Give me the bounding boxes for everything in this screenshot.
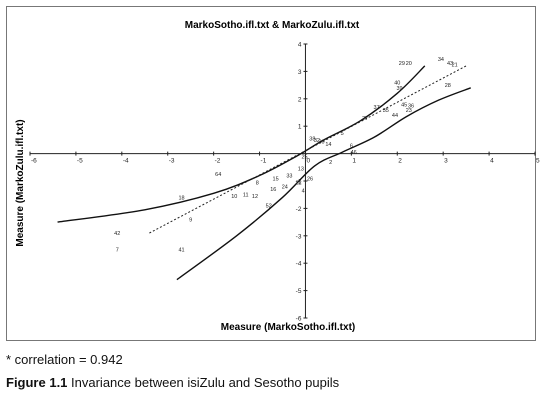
- y-tick-label: -2: [296, 206, 302, 213]
- y-tick-label: -5: [296, 288, 302, 295]
- trend-line: [149, 65, 467, 234]
- data-point: 32: [314, 138, 320, 144]
- y-tick-label: 2: [298, 96, 302, 103]
- data-point: 43: [447, 61, 453, 67]
- data-point: 21: [452, 63, 458, 69]
- data-point: 41: [178, 248, 184, 254]
- y-tick-label: -3: [296, 233, 302, 240]
- x-tick-label: -3: [169, 158, 175, 165]
- data-point: 36: [408, 104, 414, 110]
- data-point: 16: [270, 187, 276, 193]
- data-point: 46: [351, 150, 357, 156]
- data-point: 37: [374, 105, 380, 111]
- data-point: 64: [215, 172, 221, 178]
- y-tick-label: -4: [296, 261, 302, 268]
- data-point: 38: [309, 137, 315, 143]
- correlation-caption: * correlation = 0.942: [6, 352, 123, 367]
- data-point: 4: [302, 189, 305, 195]
- figure-caption: Figure 1.1 Invariance between isiZulu an…: [6, 375, 339, 390]
- y-tick-label: 1: [298, 124, 302, 131]
- data-point: 24: [282, 184, 288, 190]
- x-tick-label: -4: [123, 158, 129, 165]
- data-point: 8: [256, 180, 259, 186]
- data-point: 15: [273, 176, 279, 182]
- x-tick-label: 0: [306, 158, 310, 165]
- data-point: 7: [116, 248, 119, 254]
- data-point: 26: [307, 176, 313, 182]
- y-tick-label: 4: [298, 42, 302, 49]
- x-tick-label: 3: [444, 158, 448, 165]
- data-point: 13: [298, 167, 304, 173]
- data-point: 10: [231, 194, 237, 200]
- y-tick-label: 3: [298, 69, 302, 76]
- x-tick-label: 4: [490, 158, 494, 165]
- y-axis-label: Measure (MarkoZulu.ifl.txt): [15, 119, 26, 246]
- data-point: 25: [301, 154, 307, 160]
- x-tick-label: -1: [261, 158, 267, 165]
- data-point: 40: [394, 80, 400, 86]
- figure-caption-text: Invariance between isiZulu and Sesotho p…: [67, 375, 340, 390]
- data-point: 11: [243, 193, 249, 199]
- data-point: 45: [401, 102, 407, 108]
- data-point: 5: [341, 131, 344, 137]
- data-point: 12: [252, 194, 258, 200]
- x-tick-label: 5: [536, 158, 540, 165]
- data-point: 22: [296, 180, 302, 186]
- data-point: 42: [114, 231, 120, 237]
- data-point: 35: [383, 108, 389, 114]
- data-point: 23: [406, 108, 412, 114]
- x-tick-label: 2: [398, 158, 402, 165]
- data-point: 27: [362, 116, 368, 122]
- data-point: 30: [318, 139, 324, 145]
- chart-title: MarkoSotho.ifl.txt & MarkoZulu.ifl.txt: [185, 20, 360, 31]
- data-point: 14: [325, 142, 331, 148]
- data-point: 2: [329, 160, 332, 166]
- confidence-band-lower: [176, 87, 471, 281]
- data-point: 29: [399, 61, 405, 67]
- x-tick-label: -6: [31, 158, 37, 165]
- data-point: 20: [406, 61, 412, 67]
- x-tick-label: -5: [77, 158, 83, 165]
- scatter-chart: MarkoSotho.ifl.txt & MarkoZulu.ifl.txt M…: [15, 20, 540, 333]
- data-point: 18: [178, 195, 184, 201]
- data-point: 44: [392, 113, 398, 119]
- confidence-band-upper: [57, 65, 426, 223]
- y-tick-label: -6: [296, 316, 302, 323]
- data-point: 39: [397, 86, 403, 92]
- figure-number: Figure 1.1: [6, 375, 68, 390]
- x-tick-label: 1: [352, 158, 356, 165]
- curves: [57, 65, 471, 281]
- data-point: 9: [189, 217, 192, 223]
- chart-frame: [6, 6, 536, 341]
- data-point: 6: [350, 143, 353, 149]
- x-axis-label: Measure (MarkoSotho.ifl.txt): [221, 322, 355, 333]
- x-tick-label: -2: [215, 158, 221, 165]
- data-point: 34: [438, 57, 444, 63]
- data-point: 28: [445, 83, 451, 89]
- data-point: 33: [286, 174, 292, 180]
- data-point: 52: [266, 204, 272, 210]
